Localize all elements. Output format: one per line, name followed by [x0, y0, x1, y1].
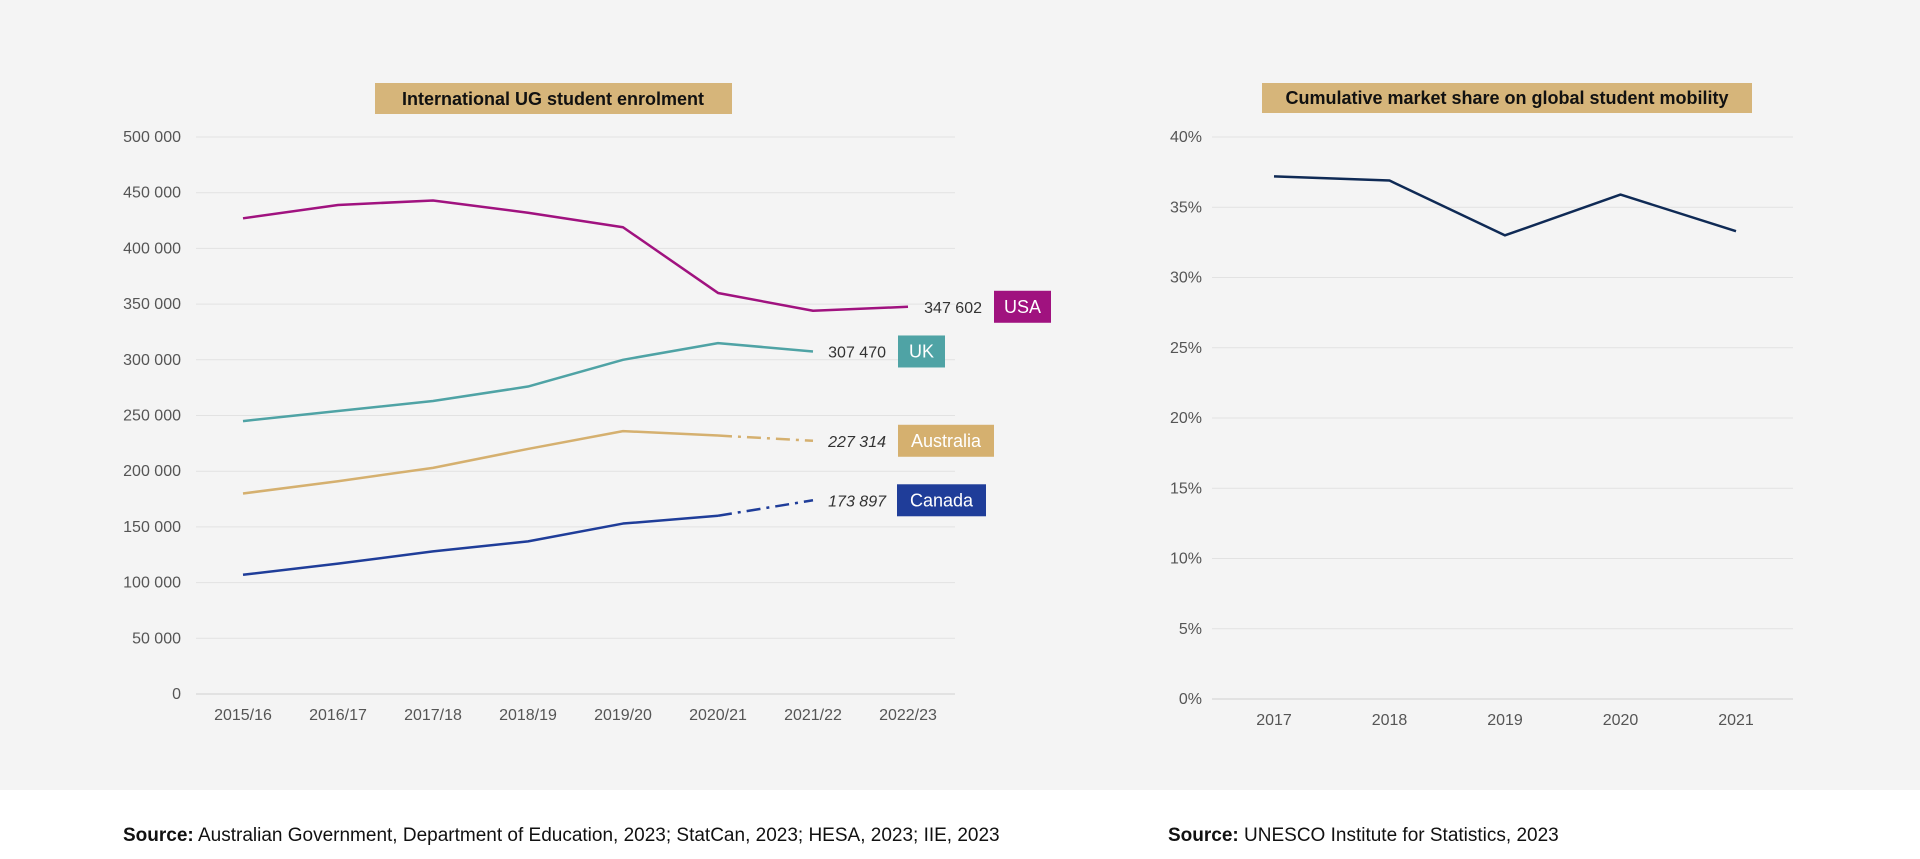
- y-tick-label: 50 000: [132, 630, 181, 647]
- series-tag-label: UK: [909, 341, 934, 361]
- y-tick-label: 30%: [1170, 270, 1202, 287]
- x-tick-label: 2019/20: [594, 707, 652, 724]
- series-line-uk: [242, 341, 814, 423]
- x-tick-label: 2018/19: [499, 707, 557, 724]
- y-tick-label: 100 000: [123, 575, 181, 592]
- y-tick-label: 0: [172, 686, 181, 703]
- enrolment-series: [242, 199, 909, 577]
- enrolment-chart: International UG student enrolment 500 0…: [123, 83, 1051, 724]
- y-tick-label: 450 000: [123, 185, 181, 202]
- end-value-label: 227 314: [827, 434, 886, 451]
- y-tick-label: 10%: [1170, 551, 1202, 568]
- source-note-left: Source: Australian Government, Departmen…: [123, 825, 1000, 847]
- market-share-gridlines: [1212, 136, 1793, 700]
- y-tick-label: 150 000: [123, 519, 181, 536]
- series-tag-canada: [897, 484, 986, 517]
- source-label: Source:: [123, 825, 194, 846]
- market-share-title-background: [1262, 83, 1752, 113]
- series-line-usa: [242, 199, 909, 313]
- x-tick-label: 2017/18: [404, 707, 462, 724]
- x-tick-label: 2021/22: [784, 707, 842, 724]
- y-tick-label: 350 000: [123, 296, 181, 313]
- enrolment-y-axis: 500 000 450 000 400 000 350 000 300 000 250 0…: [123, 129, 181, 703]
- end-value-label: 347 602: [924, 300, 982, 317]
- x-tick-label: 2015/16: [214, 707, 272, 724]
- market-share-series: [1273, 175, 1737, 237]
- end-value-label: 307 470: [828, 344, 886, 361]
- series-projection-australia: [717, 434, 814, 443]
- y-tick-label: 35%: [1170, 199, 1202, 216]
- end-value-label: 173 897: [828, 493, 887, 510]
- source-note-right: Source: UNESCO Institute for Statistics,…: [1168, 825, 1559, 847]
- enrolment-chart-title: International UG student enrolment: [402, 89, 704, 109]
- series-line-market-share: [1273, 175, 1737, 237]
- enrolment-gridlines: [196, 136, 955, 695]
- x-tick-label: 2019: [1487, 712, 1523, 729]
- enrolment-x-axis: 2015/16 2016/17 2017/18 2018/19 2019/20 2020/…: [214, 707, 937, 724]
- source-text: UNESCO Institute for Statistics, 2023: [1238, 825, 1559, 846]
- x-tick-label: 2020/21: [689, 707, 747, 724]
- x-tick-label: 2016/17: [309, 707, 367, 724]
- series-tag-usa: [994, 290, 1051, 323]
- y-tick-label: 20%: [1170, 410, 1202, 427]
- source-text: Australian Government, Department of Edu…: [193, 825, 1000, 846]
- x-tick-label: 2021: [1718, 712, 1754, 729]
- market-share-chart-title: Cumulative market share on global studen…: [1285, 88, 1728, 108]
- series-tag-label: Canada: [910, 490, 974, 510]
- series-line-australia: [242, 429, 719, 495]
- market-share-x-axis: 2017 2018 2019 2020 2021: [1256, 712, 1754, 729]
- charts-canvas: International UG student enrolment 500 0…: [123, 83, 1793, 729]
- y-tick-label: 500 000: [123, 129, 181, 146]
- y-tick-label: 200 000: [123, 463, 181, 480]
- series-tag-label: Australia: [911, 431, 982, 451]
- x-tick-label: 2022/23: [879, 707, 937, 724]
- y-tick-label: 40%: [1170, 129, 1202, 146]
- series-line-canada: [242, 514, 719, 577]
- source-label: Source:: [1168, 825, 1239, 846]
- enrolment-title-background: [375, 83, 732, 114]
- y-tick-label: 0%: [1179, 691, 1202, 708]
- x-tick-label: 2020: [1603, 712, 1639, 729]
- y-tick-label: 5%: [1179, 621, 1202, 638]
- chart-panel: [0, 0, 1920, 790]
- series-tag-label: USA: [1004, 297, 1041, 317]
- market-share-y-axis: 40% 35% 30% 25% 20% 15% 10% 5% 0%: [1170, 129, 1202, 708]
- y-tick-label: 25%: [1170, 340, 1202, 357]
- series-tag-uk: [898, 335, 945, 368]
- y-tick-label: 250 000: [123, 408, 181, 425]
- x-tick-label: 2018: [1372, 712, 1408, 729]
- y-tick-label: 400 000: [123, 240, 181, 257]
- x-tick-label: 2017: [1256, 712, 1292, 729]
- series-tag-australia: [898, 424, 994, 457]
- y-tick-label: 300 000: [123, 352, 181, 369]
- series-projection-canada: [717, 499, 814, 517]
- market-share-chart: Cumulative market share on global studen…: [1170, 83, 1793, 729]
- enrolment-end-labels: 347 602 USA 307 470 UK 227 314 Australia 173 8…: [827, 290, 1051, 517]
- y-tick-label: 15%: [1170, 480, 1202, 497]
